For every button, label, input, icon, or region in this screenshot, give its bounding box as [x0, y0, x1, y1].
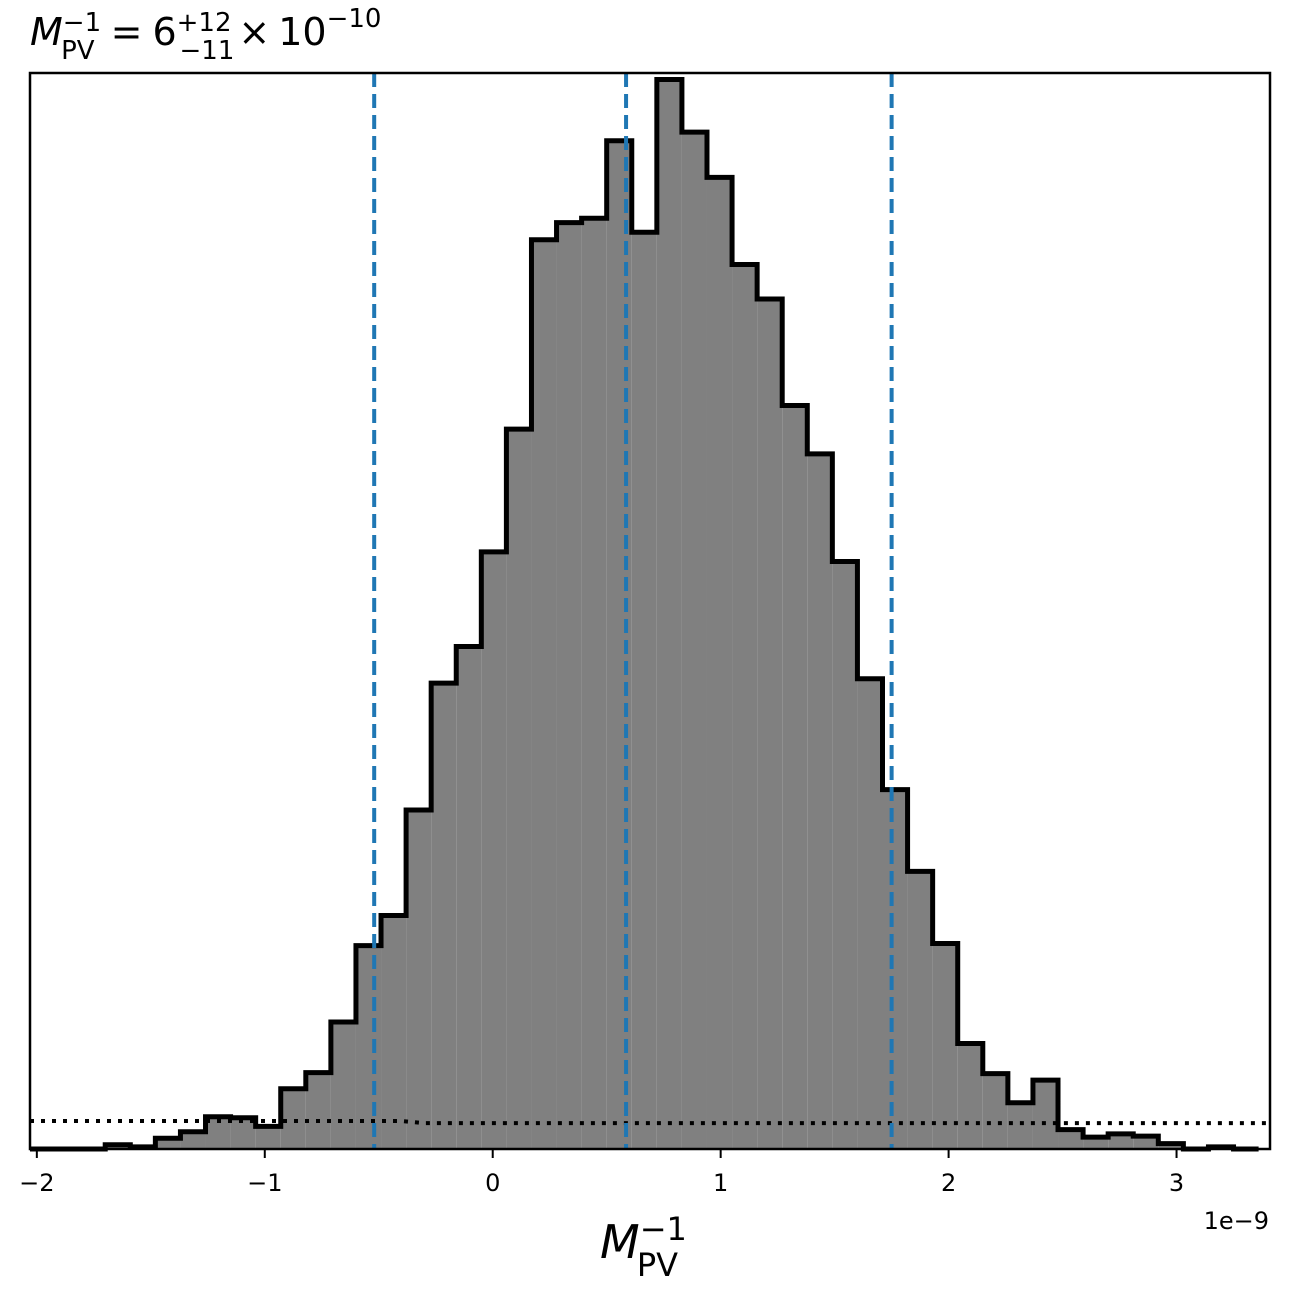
prior-dotted-line [30, 1119, 1270, 1126]
x-tick-label: 0 [485, 1169, 500, 1197]
histogram-bar [305, 1072, 331, 1149]
histogram-bar [330, 1022, 356, 1149]
histogram-bar [1133, 1136, 1159, 1149]
title-symbol-sup: −1 [63, 8, 101, 38]
histogram-bar [280, 1088, 306, 1149]
title-times: × [238, 10, 270, 54]
histogram-bar [1058, 1129, 1084, 1149]
histogram-bar [681, 132, 707, 1149]
xlabel-sup: −1 [640, 1210, 687, 1248]
histogram-bar [255, 1126, 281, 1149]
histogram-bar [732, 264, 758, 1149]
xlabel-sub: PV [637, 1246, 678, 1284]
histogram-bar [406, 810, 432, 1149]
x-tick-label: 2 [941, 1169, 956, 1197]
histogram-bar [807, 453, 833, 1149]
title-err-minus: −11 [180, 36, 235, 66]
title-symbol: M [30, 10, 63, 54]
histogram-bar [381, 915, 407, 1149]
histogram-bar [631, 232, 657, 1150]
axes-frame [28, 71, 1272, 1151]
histogram-bar [431, 683, 457, 1149]
histogram-bar [982, 1073, 1008, 1149]
histogram-bar [1083, 1137, 1109, 1149]
plot-area [30, 73, 1270, 1152]
title-exponent: −10 [327, 4, 382, 34]
title-symbol-sub: PV [61, 36, 95, 66]
histogram-bar [782, 405, 808, 1149]
histogram-bar [656, 79, 682, 1149]
histogram-bar [882, 789, 908, 1149]
histogram-outline [30, 76, 1259, 1152]
title-mantissa: 6 [152, 10, 176, 54]
title-err-plus: +12 [177, 8, 232, 38]
x-tick-label: −2 [19, 1169, 54, 1197]
histogram-bar [481, 551, 507, 1149]
histogram-bar [757, 298, 783, 1150]
histogram-bar [832, 561, 858, 1149]
histogram-bar [1007, 1102, 1033, 1149]
histogram-bar [180, 1131, 206, 1149]
histogram-bar [155, 1138, 181, 1149]
x-tick-label: 1 [713, 1169, 728, 1197]
histogram-bar [1032, 1080, 1059, 1149]
histogram-bar [1108, 1133, 1134, 1149]
histogram-bar [581, 218, 607, 1149]
x-tick-label: −1 [247, 1169, 282, 1197]
x-axis-label: M−1 PV [600, 1210, 687, 1284]
histogram-bar [932, 943, 958, 1149]
chart-title: M−1 PV = 6+12 −11 × 10−10 [30, 4, 381, 66]
histogram-bar [957, 1043, 983, 1149]
title-power-base: 10 [278, 10, 326, 54]
xlabel-symbol: M [600, 1215, 640, 1269]
x-tick-label: 3 [1169, 1169, 1184, 1197]
x-axis-ticks: −2 −1 0 1 2 3 [19, 1149, 1184, 1197]
title-equals: = [111, 10, 143, 54]
histogram-bar [1158, 1143, 1184, 1149]
x-offset-label: 1e−9 [1204, 1207, 1269, 1235]
histogram-bar [355, 945, 382, 1149]
histogram-bar [456, 646, 482, 1149]
histogram-bar [907, 871, 933, 1149]
histogram-bar [706, 177, 733, 1149]
histogram-bar [857, 678, 883, 1149]
histogram-bar [531, 239, 557, 1149]
histogram-bar [556, 222, 582, 1150]
histogram-bar [506, 429, 532, 1149]
